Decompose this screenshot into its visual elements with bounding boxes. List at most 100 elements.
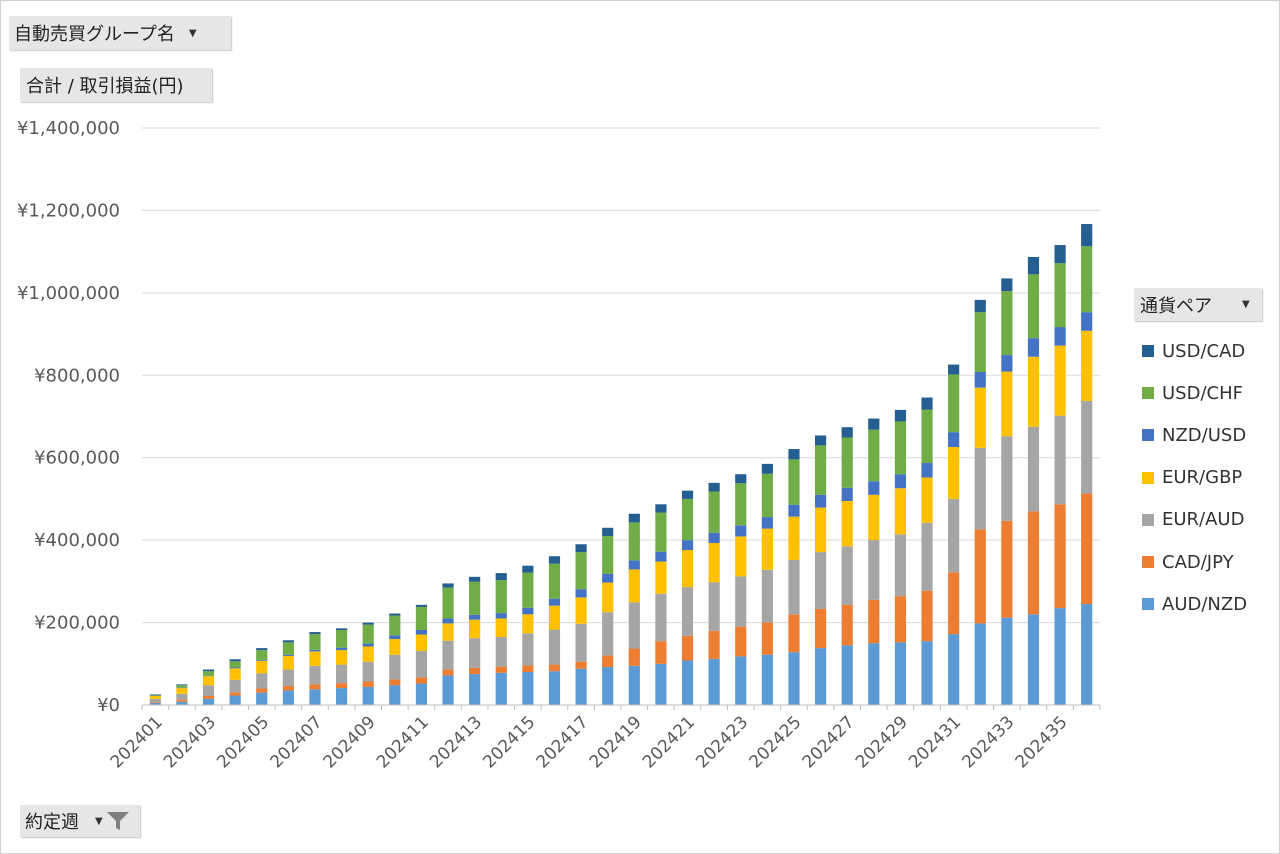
legend-item: CAD/JPY (1142, 541, 1247, 583)
bar-segment (415, 651, 428, 678)
bar-segment (602, 536, 614, 574)
bar-segment (681, 587, 694, 636)
bar-segment (495, 672, 507, 705)
bar-segment (522, 614, 534, 634)
bar-segment (1054, 327, 1066, 346)
chart-legend: USD/CAD USD/CHF NZD/USD EUR/GBP EUR/AUD CAD/J… (1142, 330, 1247, 625)
group-name-field-button[interactable]: 自動売買グループ名 ▼ (9, 16, 231, 50)
bar-segment (1081, 604, 1093, 705)
bar-stack-202426 (814, 435, 827, 705)
bar-segment (335, 650, 348, 665)
x-tick-label: 202431 (905, 712, 965, 772)
bar-segment (469, 614, 481, 620)
trade-week-field-button[interactable]: 約定週 ▼ (20, 805, 140, 837)
bar-segment (469, 581, 481, 615)
currency-pair-field-button[interactable]: 通貨ペア ▼ (1134, 288, 1262, 321)
bar-segment (176, 684, 188, 686)
bar-segment (415, 634, 428, 652)
bar-segment (256, 688, 268, 693)
bar-segment (389, 654, 401, 680)
y-tick-label: ¥600,000 (34, 448, 120, 469)
bar-segment (948, 572, 960, 635)
chevron-down-icon[interactable]: ▼ (188, 27, 197, 39)
legend-label: USD/CAD (1162, 340, 1246, 362)
x-tick-label: 202415 (479, 712, 539, 772)
bar-segment (628, 602, 640, 649)
bar-segment (1001, 278, 1013, 292)
y-tick-label: ¥800,000 (34, 365, 120, 386)
bar-segment (548, 629, 561, 665)
legend-label: NZD/USD (1162, 424, 1247, 446)
bar-segment (309, 632, 321, 635)
bar-segment (1001, 371, 1013, 437)
x-tick-label: 202405 (213, 712, 273, 772)
bar-segment (176, 701, 188, 705)
bar-segment (575, 544, 587, 553)
bar-segment (1081, 224, 1093, 247)
legend-swatch (1142, 471, 1154, 484)
value-field-button[interactable]: 合計 / 取引損益(円) (20, 68, 212, 102)
legend-label: CAD/JPY (1162, 551, 1234, 573)
bar-segment (229, 659, 241, 662)
bar-segment (894, 596, 907, 643)
bar-segment (548, 556, 561, 564)
bar-segment (655, 593, 667, 642)
x-tick-label: 202407 (266, 712, 326, 772)
bar-stack-202425 (788, 449, 800, 705)
bar-stack-202416 (548, 556, 561, 705)
bar-segment (761, 517, 773, 529)
bar-segment (442, 640, 454, 670)
bar-segment (1027, 426, 1040, 512)
bar-segment (894, 642, 907, 705)
bar-segment (921, 590, 933, 642)
bar-segment (628, 648, 640, 666)
bar-segment (256, 692, 268, 705)
legend-swatch (1142, 429, 1154, 442)
bar-stack-202424 (761, 463, 773, 705)
bar-segment (442, 623, 454, 641)
bar-segment (735, 536, 747, 577)
bar-stack-202434 (1027, 257, 1040, 705)
bar-stack-202436 (1081, 224, 1093, 705)
bar-segment (495, 613, 507, 619)
bar-segment (442, 587, 454, 619)
bar-segment (389, 639, 401, 655)
legend-swatch (1142, 598, 1154, 611)
bar-segment (814, 552, 827, 609)
bar-segment (335, 664, 348, 684)
bar-segment (389, 615, 401, 636)
bar-segment (202, 695, 215, 699)
chevron-down-icon[interactable]: ▼ (1242, 299, 1250, 310)
bar-segment (548, 664, 561, 672)
bar-segment (362, 686, 374, 705)
bar-segment (921, 641, 933, 705)
y-axis-tick-labels: ¥0 ¥200,000 ¥400,000 ¥600,000 ¥800,000 ¥1,000… (17, 118, 120, 716)
bar-segment (149, 698, 161, 703)
bar-segment (229, 679, 241, 693)
bar-segment (974, 623, 986, 705)
bar-segment (1027, 338, 1040, 357)
bar-segment (788, 516, 800, 560)
bar-segment (202, 671, 215, 676)
legend-label: EUR/AUD (1162, 509, 1245, 531)
bar-segment (229, 692, 241, 696)
bar-segment (335, 683, 348, 689)
bar-segment (602, 612, 614, 656)
bar-segment (708, 630, 720, 659)
bar-stack-202435 (1054, 245, 1066, 705)
bar-segment (921, 463, 933, 478)
bar-stack-202421 (681, 490, 694, 705)
bar-stack-202414 (495, 573, 507, 705)
bar-segment (548, 671, 561, 705)
chevron-down-icon[interactable]: ▼ (95, 815, 103, 827)
x-tick-label: 202401 (107, 712, 167, 772)
bar-segment (282, 642, 294, 655)
bar-segment (761, 622, 773, 655)
bar-segment (655, 561, 667, 594)
bar-segment (894, 534, 907, 597)
bar-segment (415, 606, 428, 630)
filter-icon[interactable] (105, 810, 131, 832)
legend-item: EUR/GBP (1142, 457, 1247, 499)
bar-segment (602, 655, 614, 668)
